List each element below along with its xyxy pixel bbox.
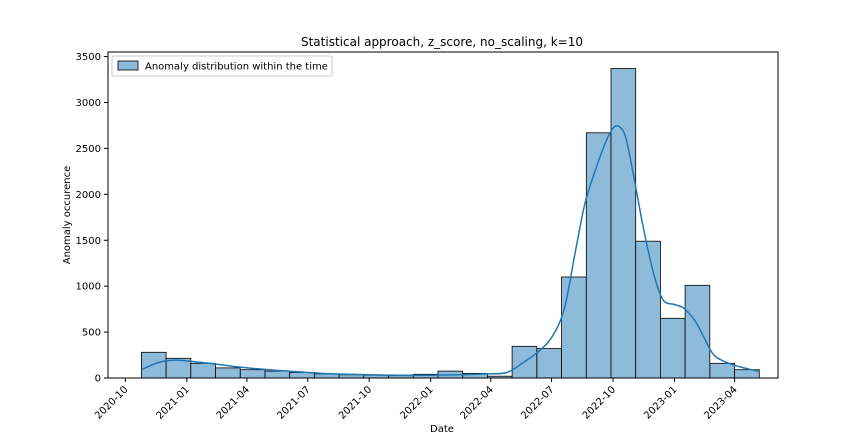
x-tick-label: 2022-01 [398,384,435,421]
x-tick-label: 2021-07 [276,384,313,421]
y-tick-label: 2000 [76,190,101,201]
x-tick-label: 2022-07 [519,384,556,421]
histogram-bar [660,317,686,379]
histogram-bar [635,240,661,379]
y-tick-label: 1500 [76,236,101,247]
histogram-bar [684,284,711,379]
legend-swatch [117,60,139,71]
y-tick-label: 1000 [76,282,101,293]
y-tick-label: 500 [82,328,101,339]
histogram-bar [140,351,167,379]
x-axis-label: Date [430,424,454,432]
x-tick-label: 2022-10 [581,384,618,421]
x-tick-label: 2023-01 [642,384,679,421]
x-tick-label: 2021-10 [337,384,374,421]
histogram-bar [585,132,612,379]
x-tick-label: 2021-01 [155,384,192,421]
histogram-bars [140,68,760,379]
histogram-bar [239,369,266,379]
histogram-bar [536,348,563,379]
y-axis-ticks: 0 500 1000 1500 2000 2500 3000 3500 [76,52,108,385]
histogram-bar [190,362,216,379]
histogram-bar [215,367,241,379]
y-tick-label: 3000 [76,98,101,109]
x-tick-label: 2022-04 [459,384,496,421]
legend-box [111,55,333,77]
x-tick-label: 2020-10 [93,384,130,421]
legend-label: Anomaly distribution within the time [145,62,328,73]
histogram-bar [610,68,637,379]
legend: Anomaly distribution within the time [111,55,333,77]
y-tick-label: 0 [95,374,101,385]
histogram-bar [709,362,736,379]
y-tick-label: 3500 [76,52,101,63]
x-tick-label: 2023-04 [702,384,739,421]
chart-title: Statistical approach, z_score, no_scalin… [301,35,583,49]
y-tick-label: 2500 [76,144,101,155]
y-axis-label: Anomaly occurence [62,166,73,265]
kde-curve [141,124,760,377]
plot-frame [107,51,779,379]
x-tick-label: 2021-04 [215,384,252,421]
histogram-bar [264,370,291,379]
histogram-bar [561,276,587,379]
x-axis-ticks: 2020-10 2021-01 2021-04 2021-07 2021-10 2022-… [93,378,740,422]
